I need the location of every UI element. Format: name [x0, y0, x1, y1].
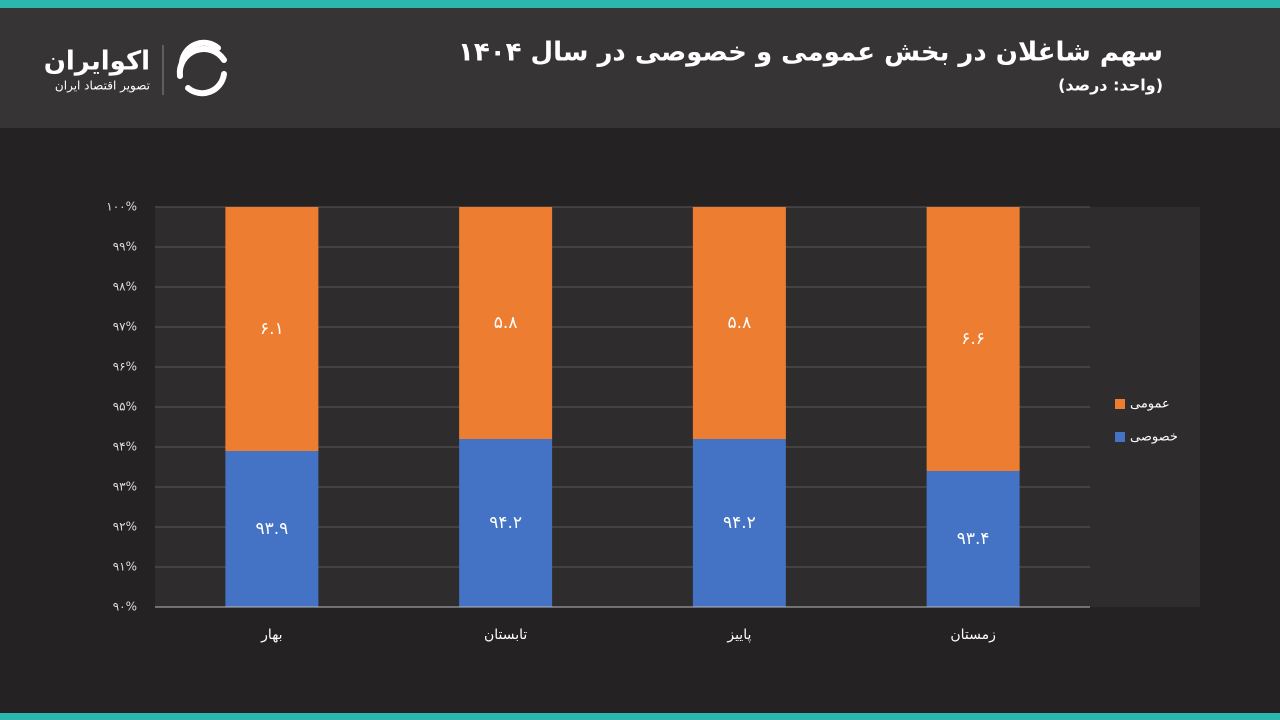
- logo-tagline: تصویر اقتصاد ایران: [55, 79, 150, 94]
- legend-swatch: [1115, 432, 1125, 442]
- x-tick-label: زمستان: [950, 627, 996, 643]
- bar-segment: [459, 207, 553, 439]
- y-tick-label: ۹۹%: [113, 240, 137, 254]
- data-label: ۹۴.۲: [723, 513, 756, 533]
- data-label: ۶.۱: [260, 319, 284, 339]
- y-tick-label: ۹۴%: [113, 440, 137, 454]
- x-tick-label: تابستان: [484, 627, 527, 643]
- logo-name: اکوایران: [44, 47, 150, 77]
- legend-label: عمومی: [1130, 397, 1170, 412]
- y-tick-label: ۹۶%: [113, 360, 137, 374]
- data-label: ۵.۸: [494, 313, 518, 333]
- bar-segment: [692, 439, 786, 607]
- data-label: ۹۴.۲: [489, 513, 522, 533]
- x-tick-label: پاییز: [726, 627, 751, 643]
- chart-title: سهم شاغلان در بخش عمومی و خصوصی در سال ۱…: [458, 38, 1163, 68]
- logo-arc: [176, 45, 227, 79]
- y-tick-label: ۹۷%: [113, 320, 137, 334]
- bar-segment: [459, 439, 553, 607]
- x-tick-label: بهار: [260, 627, 282, 643]
- bar-segment: [692, 207, 786, 439]
- bottom-stripe: [0, 713, 1280, 720]
- legend-label: خصوصی: [1130, 430, 1178, 445]
- y-tick-label: ۹۵%: [113, 400, 137, 414]
- bar-segment: [225, 451, 319, 607]
- top-stripe: [0, 0, 1280, 8]
- chart-subtitle: (واحد: درصد): [1058, 76, 1163, 95]
- data-label: ۹۳.۴: [957, 529, 990, 549]
- header: [0, 0, 1280, 128]
- legend-swatch: [1115, 399, 1125, 409]
- y-tick-label: ۹۲%: [113, 520, 137, 534]
- y-tick-label: ۱۰۰%: [106, 200, 137, 214]
- y-tick-label: ۹۰%: [113, 600, 137, 614]
- logo-arc: [185, 71, 227, 97]
- bar-segment: [926, 471, 1020, 607]
- bar-segment: [225, 207, 319, 451]
- data-label: ۶.۶: [961, 329, 985, 349]
- logo-icon: [176, 39, 227, 97]
- y-tick-label: ۹۱%: [113, 560, 137, 574]
- y-tick-label: ۹۳%: [113, 480, 137, 494]
- data-label: ۹۳.۹: [255, 519, 288, 539]
- bar-segment: [926, 207, 1020, 471]
- data-label: ۵.۸: [728, 313, 752, 333]
- y-tick-label: ۹۸%: [113, 280, 137, 294]
